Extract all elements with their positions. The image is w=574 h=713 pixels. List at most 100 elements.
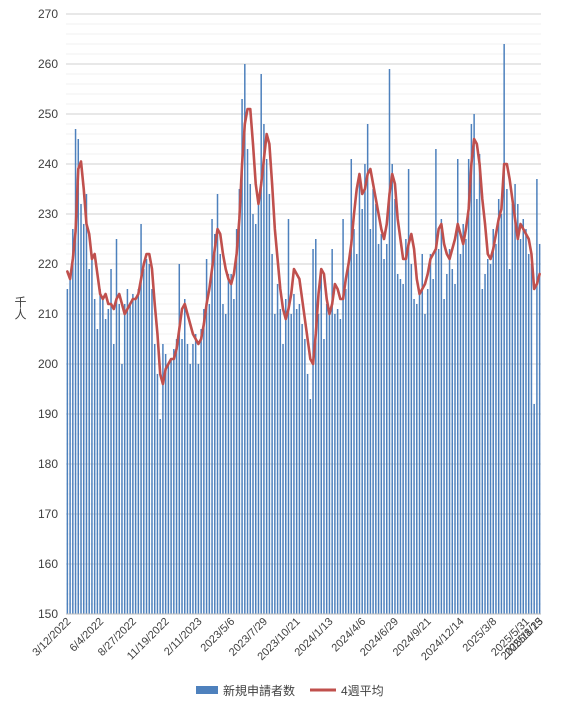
bar bbox=[418, 294, 421, 614]
legend-line-label: 4週平均 bbox=[341, 684, 384, 698]
bar bbox=[293, 294, 295, 614]
bar bbox=[437, 249, 440, 614]
bar bbox=[470, 124, 473, 614]
bar bbox=[173, 349, 175, 614]
bar bbox=[298, 304, 301, 614]
bar bbox=[134, 299, 137, 614]
bar bbox=[115, 239, 118, 614]
bar bbox=[519, 239, 522, 614]
bar bbox=[331, 249, 333, 614]
y-tick-label: 200 bbox=[38, 357, 58, 371]
bar bbox=[167, 364, 170, 614]
bar bbox=[478, 154, 481, 614]
bar bbox=[394, 199, 396, 614]
bar bbox=[153, 344, 156, 614]
bar bbox=[249, 184, 252, 614]
bar bbox=[366, 124, 369, 614]
bar bbox=[118, 304, 120, 614]
bar bbox=[514, 184, 516, 614]
bar bbox=[304, 339, 306, 614]
bar bbox=[342, 219, 344, 614]
bar bbox=[88, 269, 90, 614]
bar bbox=[107, 309, 110, 614]
bar bbox=[481, 289, 484, 614]
bar bbox=[459, 254, 462, 614]
y-tick-label: 260 bbox=[38, 57, 58, 71]
bar bbox=[189, 364, 191, 614]
bar bbox=[380, 234, 383, 614]
bar bbox=[80, 204, 82, 614]
bar bbox=[252, 214, 254, 614]
bar bbox=[164, 354, 167, 614]
bar bbox=[517, 204, 519, 614]
bar bbox=[162, 344, 164, 614]
bar bbox=[320, 269, 322, 614]
bar bbox=[399, 279, 402, 614]
bar bbox=[129, 304, 131, 614]
bar bbox=[91, 254, 93, 614]
y-axis-label: 千人 bbox=[13, 296, 27, 320]
bar bbox=[208, 304, 211, 614]
bar bbox=[66, 289, 69, 614]
bar bbox=[476, 199, 478, 614]
bar bbox=[388, 69, 391, 614]
bar bbox=[203, 309, 205, 614]
bar bbox=[386, 244, 388, 614]
bar bbox=[110, 269, 112, 614]
bar bbox=[369, 229, 372, 614]
bar bbox=[102, 299, 104, 614]
bar bbox=[443, 299, 445, 614]
bar bbox=[132, 294, 134, 614]
bar bbox=[230, 274, 232, 614]
bar bbox=[451, 269, 454, 614]
bar bbox=[312, 249, 314, 614]
bar bbox=[500, 214, 503, 614]
bar bbox=[214, 234, 216, 614]
bar bbox=[143, 269, 145, 614]
bar bbox=[254, 224, 257, 614]
bar bbox=[151, 289, 153, 614]
y-tick-label: 170 bbox=[38, 507, 58, 521]
bar bbox=[219, 254, 221, 614]
bar bbox=[506, 189, 508, 614]
bar bbox=[148, 264, 151, 614]
bar bbox=[257, 194, 260, 614]
y-axis: 150 160 170 180 190 200 210 220 230 240 250 260 270 bbox=[38, 7, 58, 621]
bar bbox=[315, 239, 317, 614]
bar bbox=[454, 284, 456, 614]
y-tick-label: 180 bbox=[38, 457, 58, 471]
bar bbox=[82, 224, 85, 614]
bar bbox=[448, 249, 451, 614]
bar bbox=[137, 289, 140, 614]
bar bbox=[301, 324, 303, 614]
bar bbox=[410, 264, 413, 614]
bar bbox=[495, 244, 497, 614]
bar bbox=[416, 304, 418, 614]
bar bbox=[492, 229, 494, 614]
bar bbox=[211, 219, 213, 614]
bar bbox=[260, 74, 262, 614]
bar bbox=[456, 159, 459, 614]
bar bbox=[511, 204, 514, 614]
bar bbox=[522, 219, 525, 614]
bar bbox=[377, 244, 380, 614]
bar bbox=[306, 374, 309, 614]
bar bbox=[525, 229, 527, 614]
bar bbox=[170, 359, 172, 614]
bar bbox=[361, 209, 363, 614]
bar bbox=[238, 189, 241, 614]
bar bbox=[497, 199, 500, 614]
bar bbox=[364, 164, 366, 614]
bar bbox=[345, 289, 347, 614]
bar bbox=[465, 239, 467, 614]
bar bbox=[287, 219, 290, 614]
bar bbox=[355, 254, 358, 614]
bar bbox=[347, 264, 350, 614]
bar bbox=[407, 169, 410, 614]
bar bbox=[159, 419, 161, 614]
bar bbox=[224, 314, 227, 614]
y-tick-label: 150 bbox=[38, 607, 58, 621]
legend-bar-swatch bbox=[196, 686, 218, 694]
bar bbox=[181, 339, 183, 614]
